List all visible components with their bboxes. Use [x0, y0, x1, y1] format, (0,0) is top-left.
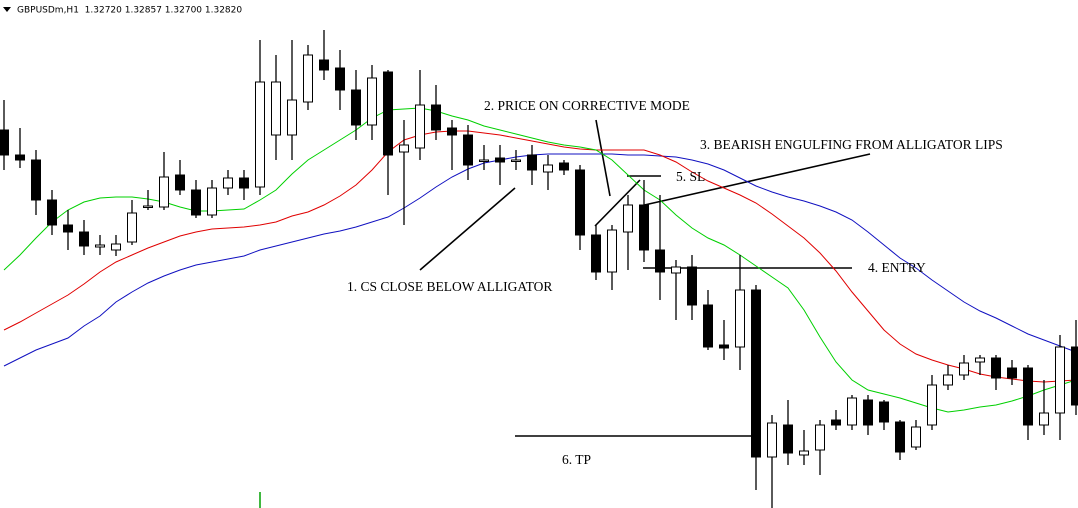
- candle-body: [319, 59, 329, 71]
- candle-body: [1039, 412, 1049, 426]
- candle-body: [127, 212, 137, 243]
- pointer-line: [419, 187, 516, 271]
- candle-body: [543, 164, 553, 173]
- candle-body: [975, 357, 985, 363]
- candle-body: [847, 397, 857, 426]
- candle-body: [335, 67, 345, 91]
- candle-body: [63, 224, 73, 233]
- candle-body: [431, 104, 441, 131]
- candle-body: [863, 399, 873, 426]
- annotation-lines: [259, 119, 871, 508]
- alligator-line: [3, 107, 1077, 413]
- candle-body: [943, 374, 953, 386]
- candle-body: [799, 450, 809, 456]
- candle-body: [271, 81, 281, 136]
- candle-body: [95, 244, 105, 248]
- candle-body: [655, 249, 665, 273]
- candle-body: [351, 89, 361, 126]
- candle-body: [479, 159, 489, 162]
- candle-body: [0, 129, 9, 156]
- candle-body: [879, 401, 889, 423]
- candle-body: [575, 169, 585, 236]
- candle-body: [895, 421, 905, 453]
- candle-body: [511, 159, 521, 162]
- indicator-lines: [3, 107, 1077, 413]
- candle-body: [959, 362, 969, 376]
- candle-body: [623, 204, 633, 233]
- chart-title: GBPUSDm,H1 1.32720 1.32857 1.32700 1.328…: [17, 6, 242, 16]
- annotation: 4. ENTRY: [868, 260, 926, 275]
- candle-body: [607, 229, 617, 273]
- menu-arrow: [3, 7, 11, 12]
- candle-body: [735, 289, 745, 348]
- candle-body: [1071, 346, 1078, 406]
- alligator-line: [3, 153, 1077, 367]
- pointer-line: [594, 179, 641, 227]
- candle-body: [239, 177, 249, 189]
- candle-body: [383, 71, 393, 156]
- candle-body: [111, 243, 121, 251]
- candle-body: [79, 231, 89, 247]
- candle-body: [47, 199, 57, 226]
- candle-body: [143, 205, 153, 208]
- candle-body: [367, 77, 377, 126]
- alligator-line: [3, 130, 1077, 383]
- candle-body: [927, 384, 937, 426]
- candle-body: [831, 419, 841, 426]
- candles: [0, 30, 1078, 508]
- annotation: 2. PRICE ON CORRECTIVE MODE: [484, 98, 690, 113]
- candle-body: [415, 104, 425, 149]
- candle-body: [447, 127, 457, 136]
- annotation: 5. SL: [676, 169, 705, 184]
- candle-body: [399, 144, 409, 153]
- candle-body: [687, 266, 697, 306]
- annotation: 6. TP: [562, 452, 591, 467]
- annotation: 1. CS CLOSE BELOW ALLIGATOR: [347, 279, 552, 294]
- candle-body: [159, 176, 169, 208]
- candle-body: [815, 424, 825, 451]
- candle-body: [751, 289, 761, 458]
- candle-body: [15, 154, 25, 161]
- candle-body: [991, 357, 1001, 379]
- candle-body: [1055, 346, 1065, 414]
- candle-body: [559, 162, 569, 171]
- candle-body: [495, 157, 505, 163]
- candle-body: [1007, 367, 1017, 379]
- candle-body: [175, 174, 185, 191]
- candle-body: [671, 266, 681, 274]
- candle-body: [223, 177, 233, 189]
- candle-body: [911, 426, 921, 448]
- candle-body: [31, 159, 41, 201]
- candle-body: [639, 204, 649, 251]
- pointer-line: [639, 153, 871, 207]
- candle-body: [1023, 367, 1033, 426]
- candle-body: [463, 134, 473, 166]
- candle-body: [719, 344, 729, 349]
- candle-body: [527, 154, 537, 171]
- candle-body: [191, 189, 201, 216]
- candle-body: [767, 422, 777, 458]
- candle-body: [287, 99, 297, 136]
- candle-body: [703, 304, 713, 348]
- candle-body: [207, 187, 217, 216]
- annotation: 3. BEARISH ENGULFING FROM ALLIGATOR LIPS: [700, 137, 1003, 152]
- candle-body: [255, 81, 265, 188]
- candle-body: [303, 54, 313, 103]
- pointer-line: [595, 119, 611, 197]
- candle-body: [591, 234, 601, 273]
- candle-body: [783, 424, 793, 454]
